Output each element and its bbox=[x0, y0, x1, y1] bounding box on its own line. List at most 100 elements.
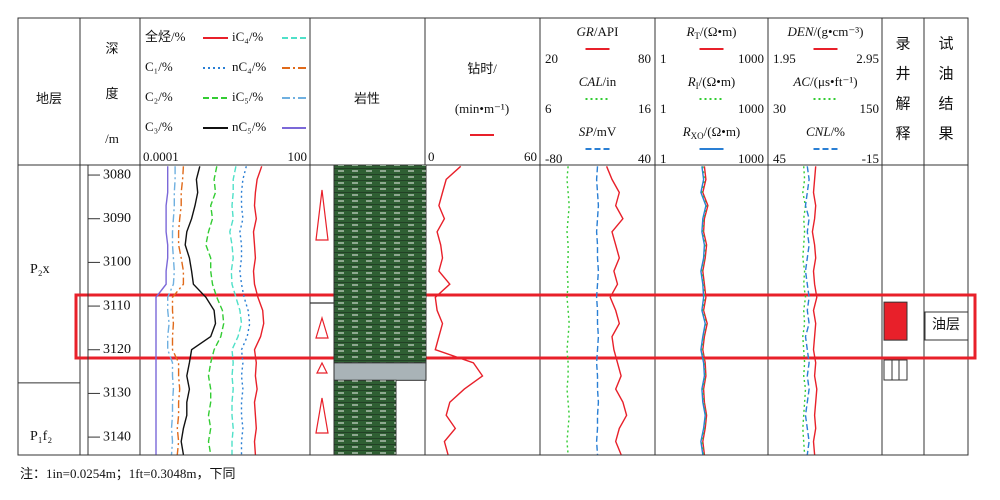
scale-min: 1 bbox=[660, 51, 667, 66]
drill-header: 钻时/ bbox=[467, 61, 497, 76]
scale-max: 40 bbox=[638, 151, 651, 166]
test-result-box bbox=[924, 311, 969, 341]
scale-max: 1000 bbox=[738, 51, 764, 66]
test-header: 试 bbox=[938, 35, 953, 52]
lithology-layer bbox=[333, 362, 427, 381]
highlight-zone bbox=[74, 293, 977, 360]
curve-name: RI/(Ω•m) bbox=[687, 74, 736, 91]
depth-tick-label: 3140 bbox=[103, 429, 131, 444]
depth-header: 度 bbox=[105, 86, 118, 101]
curve-unit: /(Ω•m) bbox=[704, 124, 741, 139]
curve-name: CAL/in bbox=[579, 74, 617, 89]
drill-curve bbox=[434, 165, 484, 455]
test-header: 油 bbox=[938, 65, 953, 82]
formation-label: P₂x bbox=[30, 262, 50, 277]
formation-header: 地层 bbox=[36, 91, 62, 106]
interp-header: 录 bbox=[895, 35, 910, 52]
scale-max: 16 bbox=[638, 101, 652, 116]
scale-min: 1 bbox=[660, 101, 667, 116]
curve-name-main: R bbox=[687, 74, 696, 89]
scale-min: 0 bbox=[428, 149, 435, 164]
test-header: 果 bbox=[938, 126, 953, 142]
gas-curve bbox=[229, 166, 243, 455]
curve-unit: /(Ω•m) bbox=[700, 24, 737, 39]
scale-min: 1 bbox=[660, 151, 667, 166]
footnote: 注：1in=0.0254m；1ft=0.3048m，下同 bbox=[20, 466, 235, 482]
curve-unit: /(Ω•m) bbox=[699, 74, 736, 89]
gas-curve bbox=[239, 166, 251, 455]
scale-max: 2.95 bbox=[856, 51, 879, 66]
test-header: 结 bbox=[938, 95, 953, 112]
curve-name: AC/(μs•ft⁻¹) bbox=[792, 74, 857, 89]
scale-max: 150 bbox=[860, 101, 880, 116]
curve-name-main: GR bbox=[577, 24, 594, 39]
curve-name-main: R bbox=[685, 24, 694, 39]
scale-min: 6 bbox=[545, 101, 552, 116]
scale-min: 45 bbox=[773, 151, 786, 166]
scale-max: 100 bbox=[288, 149, 308, 164]
interp-lines bbox=[883, 359, 908, 381]
scale-min: 0.0001 bbox=[143, 149, 179, 164]
drill-header: (min•m⁻¹) bbox=[455, 101, 509, 116]
scale-min: 30 bbox=[773, 101, 786, 116]
gas-curve bbox=[166, 166, 176, 455]
curve-name-main: R bbox=[682, 124, 691, 139]
depth-header: 深 bbox=[105, 41, 118, 56]
gas-curve bbox=[205, 166, 225, 455]
depth-tick-label: 3110 bbox=[103, 298, 130, 313]
log-curve bbox=[811, 166, 818, 455]
scale-min: 1.95 bbox=[773, 51, 796, 66]
legend-label: C₃/% bbox=[145, 119, 173, 134]
formation-label: P₁f₂ bbox=[30, 429, 52, 444]
curve-name-sub: I bbox=[696, 81, 699, 91]
curve-name: DEN/(g•cm⁻³) bbox=[787, 24, 864, 39]
curve-unit: /mV bbox=[593, 124, 617, 139]
legend-label: C₁/% bbox=[145, 59, 173, 74]
curve-name-main: SP bbox=[579, 124, 594, 139]
legend-label: nC₅/% bbox=[232, 119, 266, 134]
curve-name: RT/(Ω•m) bbox=[685, 24, 736, 41]
interp-header: 井 bbox=[895, 65, 910, 82]
gas-curve bbox=[171, 166, 185, 455]
scale-max: 1000 bbox=[738, 101, 764, 116]
curve-name-main: CAL bbox=[579, 74, 603, 89]
depth-tick-label: 3100 bbox=[103, 255, 131, 270]
legend-label: 全烃/% bbox=[145, 29, 186, 44]
curve-name: SP/mV bbox=[579, 124, 617, 139]
depth-header: /m bbox=[105, 131, 119, 146]
scale-min: 20 bbox=[545, 51, 558, 66]
scale-max: 60 bbox=[524, 149, 537, 164]
lithology-header: 岩性 bbox=[354, 91, 380, 106]
gas-curve bbox=[252, 166, 265, 455]
log-curve bbox=[566, 166, 570, 455]
depth-tick-label: 3090 bbox=[103, 211, 131, 226]
curve-name-sub: T bbox=[694, 31, 700, 41]
interp-header: 释 bbox=[895, 125, 910, 142]
legend-label: iC₅/% bbox=[232, 89, 263, 104]
frame bbox=[17, 17, 969, 456]
test-result: 油层 bbox=[932, 317, 960, 333]
lithology-texture bbox=[334, 380, 396, 455]
scale-max: -15 bbox=[862, 151, 879, 166]
gas-curve bbox=[180, 166, 217, 455]
legend-label: nC₄/% bbox=[232, 59, 266, 74]
gas-curve bbox=[155, 166, 169, 455]
lithology-symbols bbox=[310, 189, 334, 434]
scale-max: 1000 bbox=[738, 151, 764, 166]
legend-label: iC₄/% bbox=[232, 29, 263, 44]
log-curve bbox=[701, 166, 708, 455]
interp-header: 解 bbox=[895, 95, 910, 112]
log-curve bbox=[605, 166, 628, 455]
curve-name-sub: XO bbox=[691, 131, 704, 141]
log-curve bbox=[802, 166, 807, 455]
scale-min: -80 bbox=[545, 151, 562, 166]
log-curve bbox=[702, 166, 709, 455]
curve-unit: /(g•cm⁻³) bbox=[814, 24, 864, 39]
curve-name: CNL/% bbox=[806, 124, 845, 139]
curve-unit: /(μs•ft⁻¹) bbox=[810, 74, 858, 89]
legend-label: C₂/% bbox=[145, 89, 173, 104]
log-curve bbox=[804, 166, 810, 455]
log-curve bbox=[595, 166, 600, 455]
curve-name: RXO/(Ω•m) bbox=[682, 124, 741, 141]
curve-name-main: CNL bbox=[806, 124, 831, 139]
